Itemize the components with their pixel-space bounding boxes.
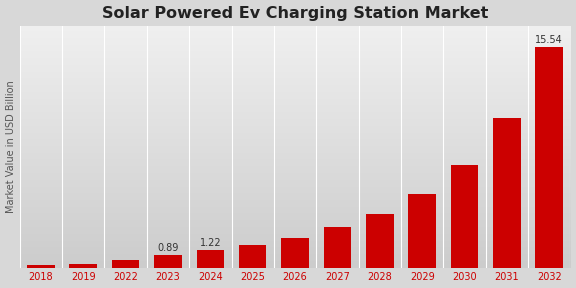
Bar — [70, 264, 97, 268]
Bar — [408, 194, 436, 268]
Bar — [27, 265, 55, 268]
Bar — [196, 250, 224, 268]
Y-axis label: Market Value in USD Billion: Market Value in USD Billion — [6, 80, 16, 213]
Text: 15.54: 15.54 — [535, 35, 563, 45]
Text: 0.89: 0.89 — [157, 243, 179, 253]
Bar — [536, 47, 563, 268]
Bar — [451, 165, 478, 268]
Bar — [366, 214, 393, 268]
Bar — [281, 238, 309, 268]
Bar — [239, 245, 267, 268]
Bar — [493, 118, 521, 268]
Bar — [324, 227, 351, 268]
Bar — [154, 255, 182, 268]
Bar — [112, 260, 139, 268]
Title: Solar Powered Ev Charging Station Market: Solar Powered Ev Charging Station Market — [102, 5, 488, 20]
Text: 1.22: 1.22 — [199, 238, 221, 248]
